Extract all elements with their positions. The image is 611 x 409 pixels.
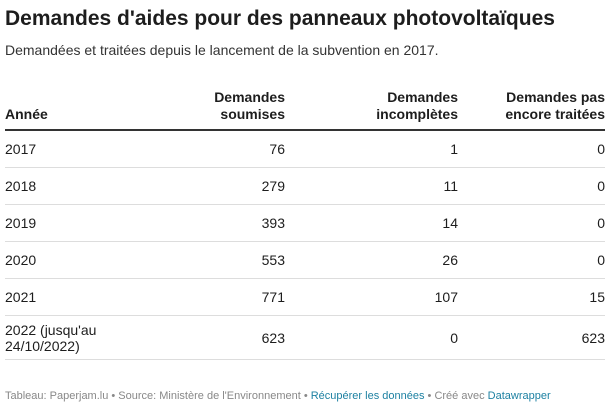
table-row: 2017 76 1 0 <box>5 130 605 168</box>
table-row: 2021 771 107 15 <box>5 278 605 316</box>
chart-title: Demandes d'aides pour des panneaux photo… <box>5 7 555 30</box>
value-cell: 76 <box>135 130 285 168</box>
source-text: Tableau: Paperjam.lu • Source: Ministère… <box>5 390 311 402</box>
table-row: 2020 553 26 0 <box>5 241 605 279</box>
column-header-soumises[interactable]: Demandes soumises <box>135 85 285 131</box>
value-cell: 14 <box>285 204 458 242</box>
value-cell: 0 <box>458 241 605 279</box>
year-cell: 2018 <box>5 167 135 205</box>
value-cell: 11 <box>285 167 458 205</box>
column-header-annee[interactable]: Année <box>5 85 135 131</box>
table-header-row: Année Demandes soumises Demandes incomplèt… <box>5 85 605 131</box>
value-cell: 15 <box>458 278 605 316</box>
year-cell: 2022 (jusqu'au 24/10/2022) <box>5 315 135 360</box>
created-with-text: • Créé avec <box>424 390 488 402</box>
download-data-link[interactable]: Récupérer les données <box>310 390 425 402</box>
value-cell: 1 <box>285 130 458 168</box>
value-cell: 393 <box>135 204 285 242</box>
value-cell: 771 <box>135 278 285 316</box>
column-header-non-traitees[interactable]: Demandes pas encore traitées <box>458 85 605 131</box>
value-cell: 553 <box>135 241 285 279</box>
value-cell: 623 <box>135 315 285 360</box>
value-cell: 623 <box>458 315 605 360</box>
value-cell: 279 <box>135 167 285 205</box>
table-chart: Demandes d'aides pour des panneaux photo… <box>5 6 605 360</box>
year-cell: 2017 <box>5 130 135 168</box>
year-cell: 2021 <box>5 278 135 316</box>
chart-subtitle: Demandées et traitées depuis le lancemen… <box>5 42 439 58</box>
data-table: Année Demandes soumises Demandes incomplèt… <box>5 85 605 360</box>
chart-footer: Tableau: Paperjam.lu • Source: Ministère… <box>5 389 605 403</box>
value-cell: 107 <box>285 278 458 316</box>
value-cell: 0 <box>458 204 605 242</box>
value-cell: 0 <box>458 130 605 168</box>
year-cell: 2019 <box>5 204 135 242</box>
datawrapper-link[interactable]: Datawrapper <box>487 390 551 402</box>
table-row: 2022 (jusqu'au 24/10/2022) 623 0 623 <box>5 315 605 360</box>
year-cell: 2020 <box>5 241 135 279</box>
table-body: 2017 76 1 0 2018 279 11 0 2019 393 14 0 2020 553 26 0 20… <box>5 130 605 360</box>
value-cell: 0 <box>285 315 458 360</box>
value-cell: 26 <box>285 241 458 279</box>
column-header-incompletes[interactable]: Demandes incomplètes <box>285 85 458 131</box>
value-cell: 0 <box>458 167 605 205</box>
table-row: 2018 279 11 0 <box>5 167 605 205</box>
table-row: 2019 393 14 0 <box>5 204 605 242</box>
